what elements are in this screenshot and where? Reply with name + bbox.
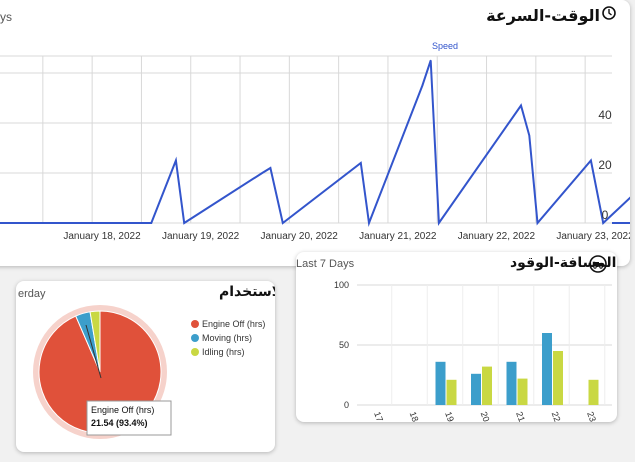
usage-card: erday الاستخدام Engine Off (hrs) Moving (… <box>16 281 275 452</box>
x-tick-label: 23 <box>585 410 598 422</box>
clock-icon <box>602 6 616 20</box>
x-tick-label: January 19, 2022 <box>162 231 240 242</box>
y-tick-label: 20 <box>598 158 612 172</box>
tooltip-value: 21.54 (93.4%) <box>91 418 148 428</box>
x-tick-label: January 22, 2022 <box>458 231 536 242</box>
truck-icon <box>589 255 607 273</box>
speed-point <box>261 172 264 174</box>
speed-point <box>368 222 370 224</box>
fuel-chart: 17 18 19 20 21 22 23 0 50 100 <box>334 280 612 422</box>
usage-card-title: الاستخدام <box>219 284 275 300</box>
y-tick-label: 0 <box>602 208 609 222</box>
speed-point <box>602 222 605 224</box>
fuel-distance-card: Last 7 Days المسافة-الوقود 17 18 19 20 21 22 2… <box>296 252 617 422</box>
y-tick-label: 50 <box>339 340 349 350</box>
x-tick-label: 17 <box>372 410 385 422</box>
speed-point <box>421 84 424 87</box>
speed-chart: January 18, 2022 January 19, 2022 January … <box>0 41 630 242</box>
usage-range-label: erday <box>18 288 46 300</box>
speed-point <box>590 159 592 162</box>
speed-point <box>150 222 153 224</box>
pie-slice <box>89 310 101 373</box>
pie-tooltip: Engine Off (hrs) 21.54 (93.4%) <box>86 400 172 436</box>
legend-marker <box>191 334 199 342</box>
speed-point <box>281 222 284 224</box>
speed-point <box>536 222 539 224</box>
legend-label: Moving (hrs) <box>202 333 252 343</box>
speed-card-title: الوقت-السرعة <box>486 6 600 25</box>
usage-chart: Engine Off (hrs) Moving (hrs) Idling (hrs)… <box>33 305 265 439</box>
y-tick-label: 100 <box>334 280 349 290</box>
bar <box>482 366 492 405</box>
legend-marker <box>191 348 199 356</box>
bar <box>517 378 528 405</box>
tooltip-pointer <box>85 324 102 379</box>
speed-point <box>183 222 185 224</box>
y-tick-label: 0 <box>344 400 349 410</box>
x-tick-label: January 18, 2022 <box>63 231 141 242</box>
legend-marker <box>191 320 199 328</box>
legend-label: Engine Off (hrs) <box>202 319 265 329</box>
bar <box>446 379 457 405</box>
x-tick-label: January 23, 2022 <box>556 231 630 242</box>
fuel-range-label: Last 7 Days <box>296 258 355 270</box>
speed-point <box>360 162 362 164</box>
x-tick-label: 21 <box>514 410 527 422</box>
bar <box>588 379 599 405</box>
date-range-label: ys <box>0 10 12 24</box>
speed-point <box>528 134 531 137</box>
speed-point <box>438 222 440 224</box>
x-tick-label: 20 <box>479 410 492 422</box>
speed-legend: Speed <box>432 41 458 51</box>
speed-point <box>520 104 522 107</box>
speed-point <box>175 159 177 162</box>
bar <box>553 351 563 405</box>
bar <box>471 373 481 405</box>
bar <box>506 361 517 405</box>
tooltip-label: Engine Off (hrs) <box>91 405 154 415</box>
x-tick-label: 19 <box>443 410 456 422</box>
y-tick-label: 40 <box>598 108 612 122</box>
speed-point <box>269 167 272 169</box>
bar <box>542 333 552 405</box>
legend-label: Idling (hrs) <box>202 347 245 357</box>
speed-point <box>429 59 432 62</box>
x-tick-label: January 21, 2022 <box>359 231 437 242</box>
bar <box>435 361 446 405</box>
x-tick-label: January 20, 2022 <box>261 231 339 242</box>
x-tick-label: 18 <box>408 410 421 422</box>
speed-time-card: ys الوقت-السرعة January 18, 2022 January … <box>0 0 630 266</box>
x-tick-label: 22 <box>550 410 563 422</box>
